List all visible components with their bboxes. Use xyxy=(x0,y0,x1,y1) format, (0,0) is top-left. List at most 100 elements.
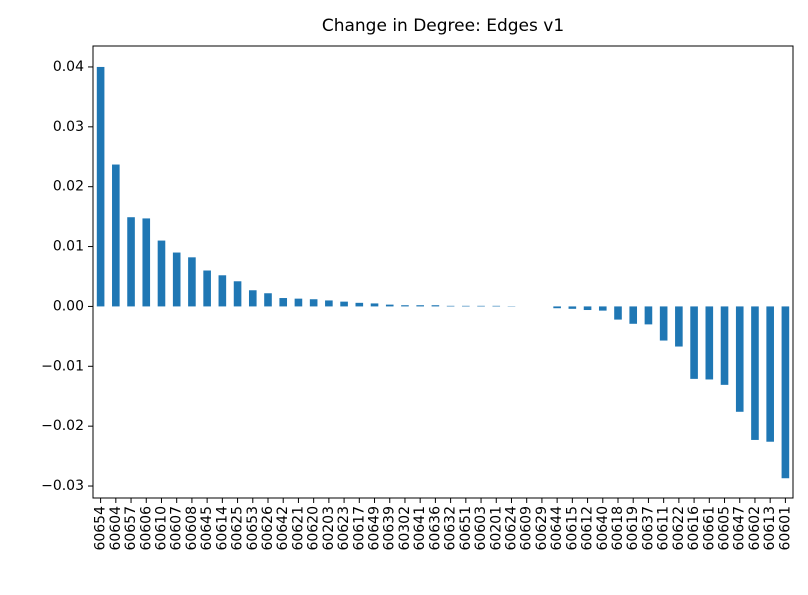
bar xyxy=(96,66,105,307)
bar xyxy=(355,302,364,307)
x-tick-label: 60642 xyxy=(275,506,291,551)
bar xyxy=(659,306,668,341)
x-tick-label: 60618 xyxy=(610,506,626,551)
bar xyxy=(431,305,440,307)
x-tick-label: 60613 xyxy=(762,506,778,551)
bar xyxy=(553,306,561,309)
x-tick-label: 60604 xyxy=(108,506,124,551)
y-tick-label: −0.01 xyxy=(41,358,84,374)
y-tick-label: 0.04 xyxy=(53,59,84,75)
x-tick-label: 60605 xyxy=(717,506,733,551)
x-tick-label: 60639 xyxy=(382,506,398,551)
bar xyxy=(720,306,729,385)
bar xyxy=(644,306,653,325)
x-tick-label: 60641 xyxy=(412,506,428,551)
x-tick-label: 60616 xyxy=(686,506,702,551)
x-tick-label: 60619 xyxy=(625,506,641,551)
bar xyxy=(446,305,455,307)
x-tick-label: 60620 xyxy=(306,506,322,551)
x-tick-label: 60626 xyxy=(260,506,276,551)
x-tick-label: 60203 xyxy=(321,506,337,551)
bar xyxy=(188,257,196,307)
x-tick-label: 60617 xyxy=(351,506,367,551)
bar xyxy=(690,306,698,379)
x-tick-label: 60201 xyxy=(488,506,504,551)
bar xyxy=(416,305,424,307)
bar xyxy=(735,306,744,412)
x-tick-label: 60623 xyxy=(336,506,352,551)
x-tick-label: 60653 xyxy=(245,506,261,551)
x-tick-label: 60649 xyxy=(367,506,383,551)
x-tick-label: 60661 xyxy=(701,506,717,551)
x-tick-label: 60645 xyxy=(199,506,215,551)
bar xyxy=(751,306,759,440)
x-tick-label: 60609 xyxy=(519,506,535,551)
x-tick-label: 60610 xyxy=(153,506,169,551)
bar xyxy=(781,306,790,479)
x-tick-label: 60640 xyxy=(595,506,611,551)
y-tick-label: 0.03 xyxy=(53,119,84,135)
bar xyxy=(309,299,318,307)
bar xyxy=(233,281,242,307)
x-tick-label: 60625 xyxy=(230,506,246,551)
y-tick-label: 0.00 xyxy=(53,298,84,314)
x-tick-label: 60629 xyxy=(534,506,550,551)
x-tick-label: 60647 xyxy=(732,506,748,551)
bar xyxy=(142,218,151,307)
plot-frame xyxy=(92,45,794,499)
x-tick-label: 60621 xyxy=(290,506,306,551)
bar xyxy=(401,305,409,307)
bar xyxy=(127,217,135,307)
bar xyxy=(583,306,592,311)
bar xyxy=(629,306,638,324)
x-tick-label: 60302 xyxy=(397,506,413,551)
x-tick-label: 60607 xyxy=(169,506,185,551)
bar xyxy=(294,298,303,307)
x-tick-label: 60644 xyxy=(549,506,565,551)
x-tick-label: 60657 xyxy=(123,506,139,551)
chart-title: Change in Degree: Edges v1 xyxy=(322,16,564,36)
bar xyxy=(766,306,774,442)
x-tick-label: 60632 xyxy=(443,506,459,551)
bar xyxy=(203,270,211,307)
x-tick-label: 60602 xyxy=(747,506,763,551)
y-tick-label: 0.02 xyxy=(53,179,84,195)
bar xyxy=(157,240,166,307)
bar xyxy=(385,304,394,307)
bar xyxy=(248,290,257,307)
x-tick-label: 60615 xyxy=(564,506,580,551)
bar xyxy=(172,252,181,307)
bar xyxy=(568,306,577,309)
bar xyxy=(370,303,379,307)
bar xyxy=(705,306,714,380)
bar xyxy=(279,298,288,307)
x-tick-label: 60637 xyxy=(640,506,656,551)
bar xyxy=(614,306,622,320)
bar xyxy=(325,300,333,307)
x-tick-label: 60608 xyxy=(184,506,200,551)
bar xyxy=(264,293,272,307)
x-tick-label: 60636 xyxy=(427,506,443,551)
bar xyxy=(675,306,683,347)
y-tick-label: 0.01 xyxy=(53,239,84,255)
x-tick-label: 60624 xyxy=(503,506,519,551)
y-tick-label: −0.03 xyxy=(41,478,84,494)
x-tick-label: 60622 xyxy=(671,506,687,551)
bar xyxy=(598,306,607,311)
bar xyxy=(112,164,120,307)
x-tick-label: 60601 xyxy=(777,506,793,551)
bar xyxy=(462,305,470,307)
bar xyxy=(492,305,501,307)
bar xyxy=(340,301,348,307)
x-tick-label: 60654 xyxy=(93,506,109,551)
x-tick-label: 60606 xyxy=(138,506,154,551)
bar xyxy=(477,305,485,307)
x-tick-label: 60612 xyxy=(580,506,596,551)
bar xyxy=(218,275,227,307)
x-tick-label: 60611 xyxy=(656,506,672,551)
x-tick-label: 60651 xyxy=(458,506,474,551)
x-tick-label: 60603 xyxy=(473,506,489,551)
y-tick-label: −0.02 xyxy=(41,418,84,434)
x-tick-label: 60614 xyxy=(214,506,230,551)
